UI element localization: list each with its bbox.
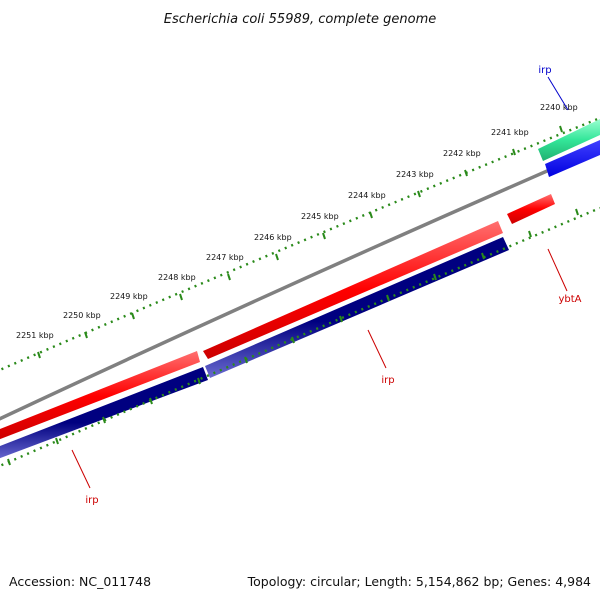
outer-dotted-ring [0, 116, 600, 372]
inner-major-tick [7, 458, 11, 466]
inner-major-ticks [7, 208, 579, 466]
inner-major-tick [244, 356, 248, 364]
forward-cds-right [203, 221, 503, 359]
inner-major-tick [291, 336, 295, 344]
blue-gene [545, 140, 600, 177]
forward-cds-arrow [507, 194, 555, 224]
green-gene [538, 119, 600, 161]
outer-major-tick [37, 351, 41, 359]
outer-major-tick [84, 331, 88, 339]
inner-major-tick [481, 252, 485, 260]
irp-bottom-label: irp [85, 495, 98, 506]
tick-label: 2250 kbp [63, 311, 101, 320]
outer-major-tick [275, 253, 279, 261]
inner-major-tick [433, 273, 437, 281]
outer-major-tick [131, 312, 135, 320]
page-title: Escherichia coli 55989, complete genome [164, 12, 436, 27]
tick-label: 2247 kbp [206, 253, 244, 262]
inner-major-tick [102, 416, 106, 424]
irp-top-label: irp [538, 65, 551, 76]
inner-major-tick [386, 294, 390, 302]
outer-major-tick [417, 190, 421, 198]
inner-major-tick [575, 208, 579, 216]
outer-tick-track [0, 116, 600, 372]
accession-text: Accession: NC_011748 [9, 574, 151, 589]
inner-major-tick [55, 437, 59, 445]
tick-label: 2242 kbp [443, 149, 481, 158]
outer-major-ticks [37, 125, 563, 359]
reverse-cds-left [0, 367, 208, 459]
topology-text: Topology: circular; Length: 5,154,862 bp… [247, 574, 591, 589]
genome-backbone [0, 146, 600, 421]
outer-major-tick [512, 148, 516, 156]
outer-major-tick [559, 125, 563, 133]
outer-major-tick [227, 273, 231, 281]
tick-label: 2244 kbp [348, 191, 386, 200]
outer-major-tick [322, 232, 326, 240]
tick-label: 2241 kbp [491, 128, 529, 137]
tick-label: 2245 kbp [301, 212, 339, 221]
ybtA-callout [547, 248, 568, 292]
tick-label: 2248 kbp [158, 273, 196, 282]
inner-major-tick [528, 230, 532, 238]
inner-major-tick [197, 377, 201, 385]
irp-bottom-callout [71, 449, 91, 489]
inner-dotted-ring [0, 206, 600, 468]
outer-major-tick [464, 169, 468, 177]
outer-major-tick [369, 211, 373, 219]
forward-cds-left [0, 351, 200, 440]
tick-label: 2249 kbp [110, 292, 148, 301]
reverse-cds-right [205, 237, 509, 378]
inner-major-tick [149, 397, 153, 405]
tick-labels: 2251 kbp 2250 kbp 2249 kbp 2248 kbp 2247 kbp… [16, 103, 578, 340]
inner-major-tick [339, 315, 343, 323]
ybtA-label: ybtA [558, 294, 581, 305]
irp-mid-callout [367, 329, 387, 369]
tick-label: 2246 kbp [254, 233, 292, 242]
tick-label: 2243 kbp [396, 170, 434, 179]
tick-label: 2240 kbp [540, 103, 578, 112]
irp-top-callout [547, 76, 569, 111]
outer-major-tick [179, 293, 183, 301]
tick-label: 2251 kbp [16, 331, 54, 340]
irp-mid-label: irp [381, 375, 394, 386]
